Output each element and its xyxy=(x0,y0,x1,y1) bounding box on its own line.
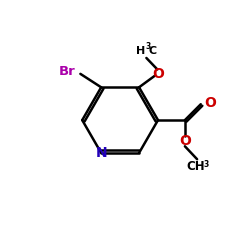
Text: Br: Br xyxy=(58,66,75,78)
Text: O: O xyxy=(179,134,191,148)
Text: C: C xyxy=(148,46,156,56)
Text: O: O xyxy=(153,67,164,81)
Text: CH: CH xyxy=(186,160,205,173)
Text: H: H xyxy=(136,46,145,56)
Text: 3: 3 xyxy=(146,42,151,51)
Text: N: N xyxy=(95,146,107,160)
Text: O: O xyxy=(204,96,216,110)
Text: 3: 3 xyxy=(203,160,208,169)
